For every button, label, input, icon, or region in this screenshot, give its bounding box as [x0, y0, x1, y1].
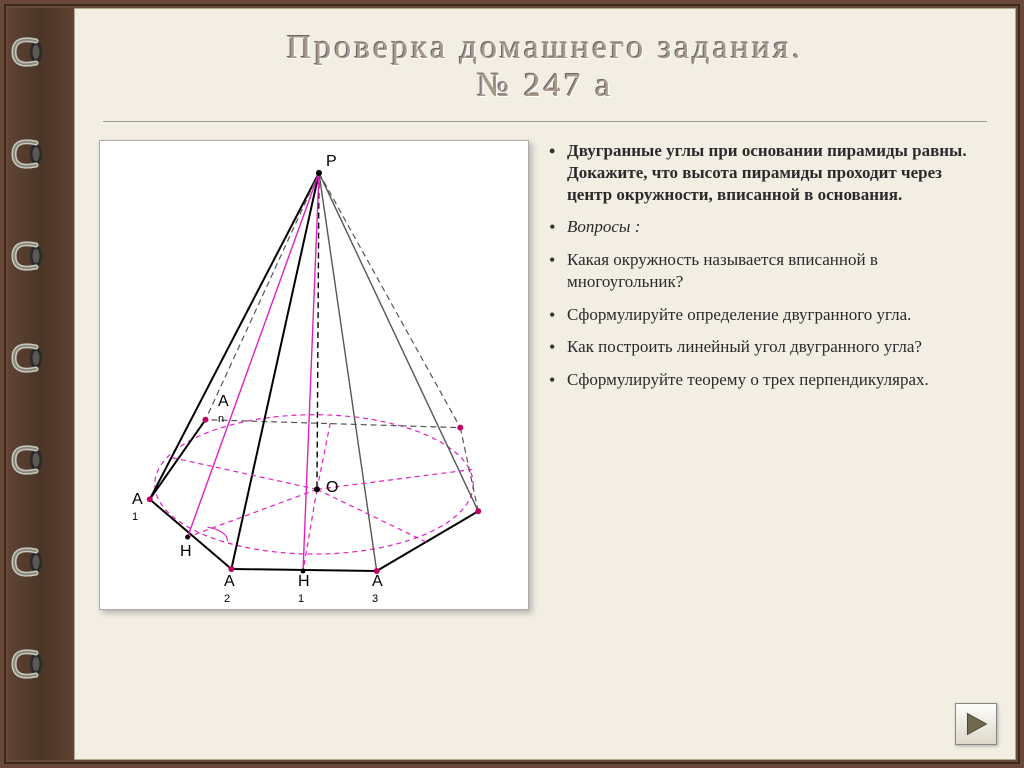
label-A2: A2 [224, 573, 235, 605]
question-3: Как построить линейный угол двугранного … [547, 336, 991, 358]
title-block: Проверка домашнего задания. № 247 а [75, 9, 1015, 117]
title-line-1: Проверка домашнего задания. [75, 29, 1015, 67]
binder-ring [8, 634, 52, 694]
page: Проверка домашнего задания. № 247 а [74, 8, 1016, 760]
text-column: Двугранные углы при основании пирамиды р… [547, 140, 991, 610]
binder-ring [8, 226, 52, 286]
binder-ring [8, 328, 52, 388]
title-line-2: № 247 а [75, 67, 1015, 105]
label-H1: H1 [298, 573, 310, 605]
question-4: Сформулируйте теорему о трех перпендикул… [547, 369, 991, 391]
pyramid-svg [100, 141, 528, 609]
question-1: Какая окружность называется вписанной в … [547, 249, 991, 293]
binder-ring [8, 430, 52, 490]
question-2: Сформулируйте определение двугранного уг… [547, 304, 991, 326]
divider [103, 121, 987, 122]
geometry-figure: P O An A1 A2 A3 H H1 [99, 140, 529, 610]
label-An: An [218, 393, 229, 425]
binder-ring [8, 532, 52, 592]
binder-ring [8, 22, 52, 82]
triangle-right-icon [956, 704, 996, 744]
label-A3: A3 [372, 573, 383, 605]
label-H: H [180, 543, 192, 561]
label-O: O [326, 479, 338, 497]
label-A1: A1 [132, 491, 143, 523]
questions-header: Вопросы : [547, 216, 991, 238]
theorem-text: Двугранные углы при основании пирамиды р… [547, 140, 991, 205]
next-slide-button[interactable] [955, 703, 997, 745]
content-row: P O An A1 A2 A3 H H1 Двугранные углы при… [75, 132, 1015, 610]
binder-ring [8, 124, 52, 184]
label-P: P [326, 153, 337, 171]
